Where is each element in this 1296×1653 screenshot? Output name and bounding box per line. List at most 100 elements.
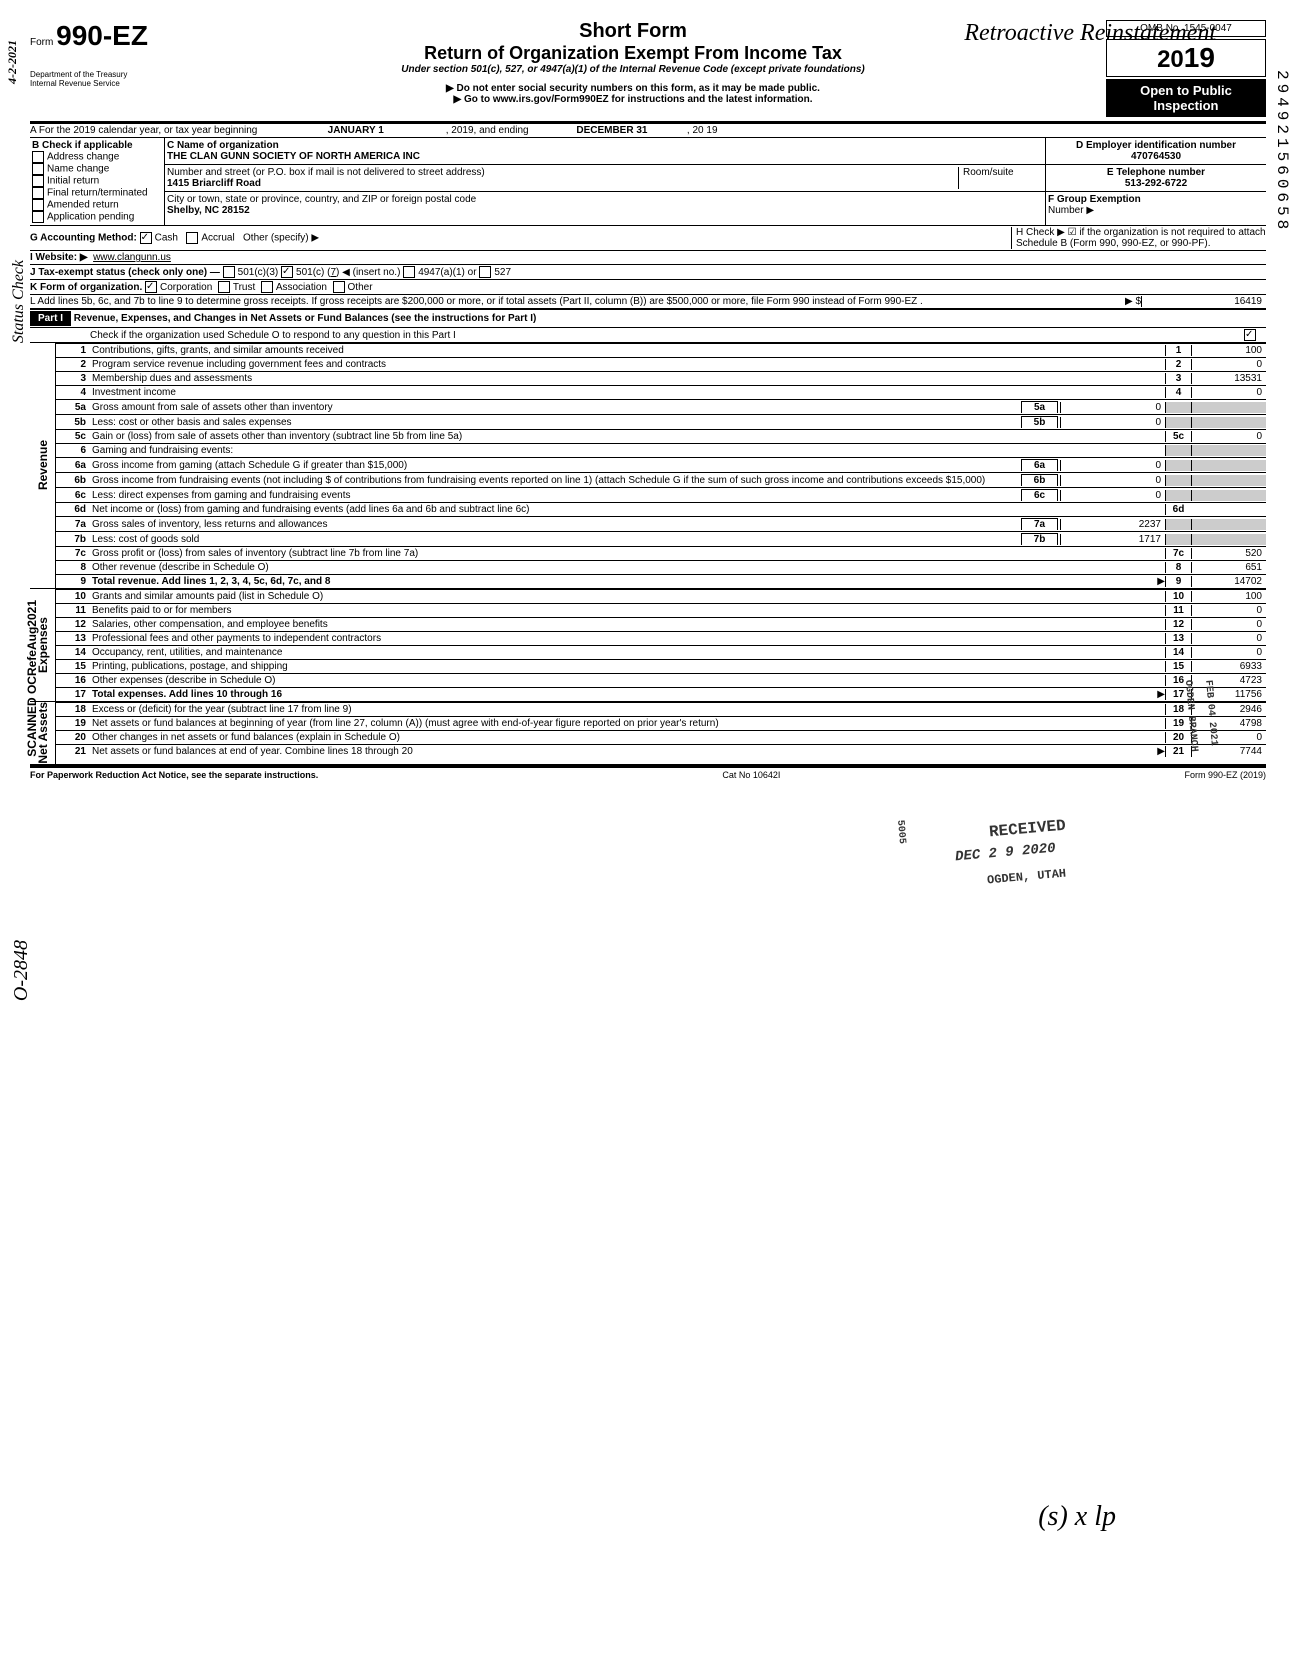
cell-val-12: 0	[1191, 619, 1266, 630]
checkbox-527[interactable]	[479, 266, 491, 278]
line-num-5b: 5b	[56, 417, 92, 428]
checkbox-initial-return[interactable]	[32, 175, 44, 187]
line-row-3: 3Membership dues and assessments313531	[56, 371, 1266, 385]
checkbox-amended[interactable]	[32, 199, 44, 211]
line-num-19: 19	[56, 718, 92, 729]
line-text-9: Total revenue. Add lines 1, 2, 3, 4, 5c,…	[92, 576, 1157, 587]
cell-num-6d: 6d	[1165, 504, 1191, 515]
inline-val-5a: 0	[1060, 402, 1165, 413]
line-num-13: 13	[56, 633, 92, 644]
line-row-21: 21Net assets or fund balances at end of …	[56, 744, 1266, 758]
inline-val-5b: 0	[1060, 417, 1165, 428]
line-text-5c: Gain or (loss) from sale of assets other…	[92, 431, 1165, 442]
line-text-6d: Net income or (loss) from gaming and fun…	[92, 504, 1165, 515]
line-text-19: Net assets or fund balances at beginning…	[92, 718, 1165, 729]
line-row-9: 9 Total revenue. Add lines 1, 2, 3, 4, 5c…	[56, 574, 1266, 588]
line-g-label: G Accounting Method:	[30, 233, 137, 244]
checkbox-other-org[interactable]	[333, 281, 345, 293]
line-row-10: 10Grants and similar amounts paid (list …	[56, 589, 1266, 603]
line-text-6: Gaming and fundraising events:	[92, 445, 1165, 456]
tax-year-end: DECEMBER 31	[537, 125, 687, 136]
checkbox-cash[interactable]	[140, 232, 152, 244]
checkbox-app-pending[interactable]	[32, 211, 44, 223]
line-num-14: 14	[56, 647, 92, 658]
footer: For Paperwork Reduction Act Notice, see …	[30, 766, 1266, 780]
line-text-6b: Gross income from fundraising events (no…	[92, 475, 1019, 486]
cell-val-13: 0	[1191, 633, 1266, 644]
addr-label: Number and street (or P.O. box if mail i…	[167, 167, 485, 178]
city-label: City or town, state or province, country…	[167, 194, 476, 205]
section-e-label: E Telephone number	[1107, 167, 1205, 178]
line-row-14: 14Occupancy, rent, utilities, and mainte…	[56, 645, 1266, 659]
checkbox-final-return[interactable]	[32, 187, 44, 199]
line-num-6a: 6a	[56, 460, 92, 471]
line-text-7c: Gross profit or (loss) from sales of inv…	[92, 548, 1165, 559]
handwritten-top-note: Retroactive Reinstatement	[964, 20, 1216, 47]
checkbox-501c3[interactable]	[223, 266, 235, 278]
checkbox-corp[interactable]	[145, 281, 157, 293]
line-num-8: 8	[56, 562, 92, 573]
footer-form-ref: Form 990-EZ (2019)	[1184, 770, 1266, 780]
line-text-10: Grants and similar amounts paid (list in…	[92, 591, 1165, 602]
cell-val-10: 100	[1191, 591, 1266, 602]
line-row-18: 18Excess or (deficit) for the year (subt…	[56, 702, 1266, 716]
line-l-arrow: ▶ $	[1125, 296, 1141, 307]
cell-num-10: 10	[1165, 591, 1191, 602]
line-text-13: Professional fees and other payments to …	[92, 633, 1165, 644]
org-name: THE CLAN GUNN SOCIETY OF NORTH AMERICA I…	[167, 151, 420, 162]
cell-num-12: 12	[1165, 619, 1191, 630]
tax-year-begin: JANUARY 1	[266, 125, 446, 136]
cell-val-18: 2946	[1191, 704, 1266, 715]
line-row-5a: 5aGross amount from sale of assets other…	[56, 399, 1266, 414]
line-num-12: 12	[56, 619, 92, 630]
line-row-5b: 5bLess: cost or other basis and sales ex…	[56, 414, 1266, 429]
line-num-6d: 6d	[56, 504, 92, 515]
checkbox-assoc[interactable]	[261, 281, 273, 293]
line-row-7b: 7bLess: cost of goods sold7b1717	[56, 531, 1266, 546]
checkbox-name-change[interactable]	[32, 163, 44, 175]
cell-num-14: 14	[1165, 647, 1191, 658]
inline-box-7a: 7a	[1021, 518, 1058, 530]
line-row-15: 15Printing, publications, postage, and s…	[56, 659, 1266, 673]
title-main: Return of Organization Exempt From Incom…	[170, 43, 1096, 64]
line-row-6b: 6bGross income from fundraising events (…	[56, 472, 1266, 487]
checkbox-accrual[interactable]	[186, 232, 198, 244]
line-a: A For the 2019 calendar year, or tax yea…	[30, 123, 1266, 137]
line-row-19: 19Net assets or fund balances at beginni…	[56, 716, 1266, 730]
cell-val-3: 13531	[1191, 373, 1266, 384]
checkbox-501c[interactable]	[281, 266, 293, 278]
checkbox-addr-change[interactable]	[32, 151, 44, 163]
stamp-received-date: DEC 2 9 2020	[955, 841, 1057, 866]
handwritten-control-num: O-2848	[10, 940, 33, 1001]
line-num-3: 3	[56, 373, 92, 384]
line-text-8: Other revenue (describe in Schedule O)	[92, 562, 1165, 573]
side-number: 294921560658	[1273, 70, 1291, 233]
stamp-received-loc: OGDEN, UTAH	[986, 867, 1066, 888]
line-num-4: 4	[56, 387, 92, 398]
checkbox-trust[interactable]	[218, 281, 230, 293]
line-num-5a: 5a	[56, 402, 92, 413]
cell-val-11: 0	[1191, 605, 1266, 616]
cell-num-8: 8	[1165, 562, 1191, 573]
website: www.clangunn.us	[93, 252, 171, 263]
line-h: H Check ▶ ☑ if the organization is not r…	[1011, 227, 1266, 249]
line-num-7b: 7b	[56, 534, 92, 545]
checkbox-4947[interactable]	[403, 266, 415, 278]
open-public-badge: Open to Public Inspection	[1106, 79, 1266, 117]
line-row-1: 1Contributions, gifts, grants, and simil…	[56, 343, 1266, 357]
line-l-value: 16419	[1141, 296, 1266, 307]
cell-val-4: 0	[1191, 387, 1266, 398]
line-num-7a: 7a	[56, 519, 92, 530]
footer-cat-no: Cat No 10642I	[722, 770, 780, 780]
checkbox-schedule-o[interactable]	[1244, 329, 1256, 341]
ein: 470764530	[1131, 151, 1181, 162]
section-f-label2: Number ▶	[1048, 205, 1094, 216]
inline-box-5a: 5a	[1021, 401, 1058, 413]
side-revenue: Revenue	[36, 440, 50, 490]
line-num-7c: 7c	[56, 548, 92, 559]
cell-num-13: 13	[1165, 633, 1191, 644]
cell-val-8: 651	[1191, 562, 1266, 573]
cell-num-7c: 7c	[1165, 548, 1191, 559]
inline-val-6b: 0	[1060, 475, 1165, 486]
cell-num-9: 9	[1165, 576, 1191, 587]
